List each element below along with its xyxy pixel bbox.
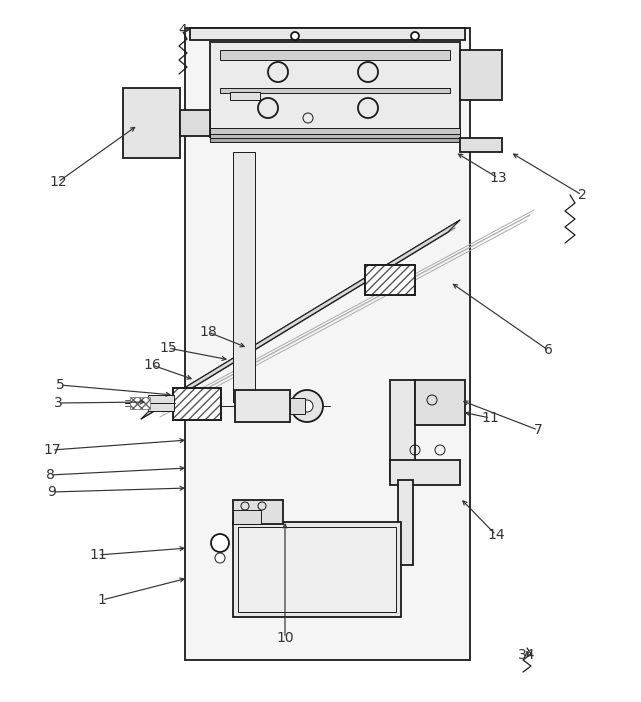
Text: 15: 15 bbox=[159, 341, 177, 355]
Text: 12: 12 bbox=[49, 175, 67, 189]
Bar bbox=[233, 500, 283, 524]
Bar bbox=[233, 152, 255, 402]
Circle shape bbox=[215, 553, 225, 563]
Bar bbox=[398, 480, 413, 565]
Bar bbox=[210, 42, 460, 137]
Bar bbox=[233, 510, 261, 524]
Text: 11: 11 bbox=[89, 548, 107, 562]
Bar bbox=[390, 460, 460, 485]
Bar bbox=[185, 28, 470, 660]
Bar bbox=[148, 395, 174, 411]
Bar bbox=[238, 527, 396, 612]
Bar bbox=[180, 110, 210, 136]
Bar bbox=[173, 388, 221, 420]
Bar bbox=[210, 134, 460, 138]
Bar bbox=[190, 28, 465, 40]
Bar bbox=[233, 522, 401, 617]
Text: 8: 8 bbox=[46, 468, 54, 482]
Bar bbox=[415, 380, 465, 425]
Bar bbox=[210, 128, 460, 134]
Text: 5: 5 bbox=[56, 378, 64, 392]
Bar bbox=[390, 380, 415, 480]
Bar bbox=[173, 388, 221, 420]
Text: 18: 18 bbox=[199, 325, 217, 339]
Bar bbox=[365, 265, 415, 295]
Circle shape bbox=[411, 32, 419, 40]
Text: 17: 17 bbox=[43, 443, 61, 457]
Text: 4: 4 bbox=[179, 23, 187, 37]
Text: 1: 1 bbox=[97, 593, 106, 607]
Bar bbox=[130, 397, 150, 409]
Text: 34: 34 bbox=[519, 648, 536, 662]
Bar bbox=[235, 390, 290, 422]
Text: 14: 14 bbox=[487, 528, 505, 542]
Bar bbox=[220, 50, 450, 60]
Bar bbox=[460, 50, 502, 100]
Text: 13: 13 bbox=[489, 171, 507, 185]
Circle shape bbox=[211, 534, 229, 552]
Circle shape bbox=[291, 32, 299, 40]
Text: 16: 16 bbox=[143, 358, 161, 372]
Bar bbox=[123, 88, 180, 158]
Polygon shape bbox=[141, 220, 460, 419]
Bar bbox=[210, 138, 460, 142]
Text: 2: 2 bbox=[578, 188, 587, 202]
Text: 9: 9 bbox=[47, 485, 56, 499]
Text: 10: 10 bbox=[276, 631, 294, 645]
Bar bbox=[230, 92, 260, 100]
Text: 3: 3 bbox=[54, 396, 62, 410]
Bar bbox=[290, 398, 305, 414]
Bar bbox=[220, 88, 450, 93]
Bar bbox=[365, 265, 415, 295]
Text: 6: 6 bbox=[544, 343, 553, 357]
Bar bbox=[460, 138, 502, 152]
Text: 11: 11 bbox=[481, 411, 499, 425]
Text: 7: 7 bbox=[533, 423, 542, 437]
Circle shape bbox=[291, 390, 323, 422]
Circle shape bbox=[301, 400, 313, 412]
